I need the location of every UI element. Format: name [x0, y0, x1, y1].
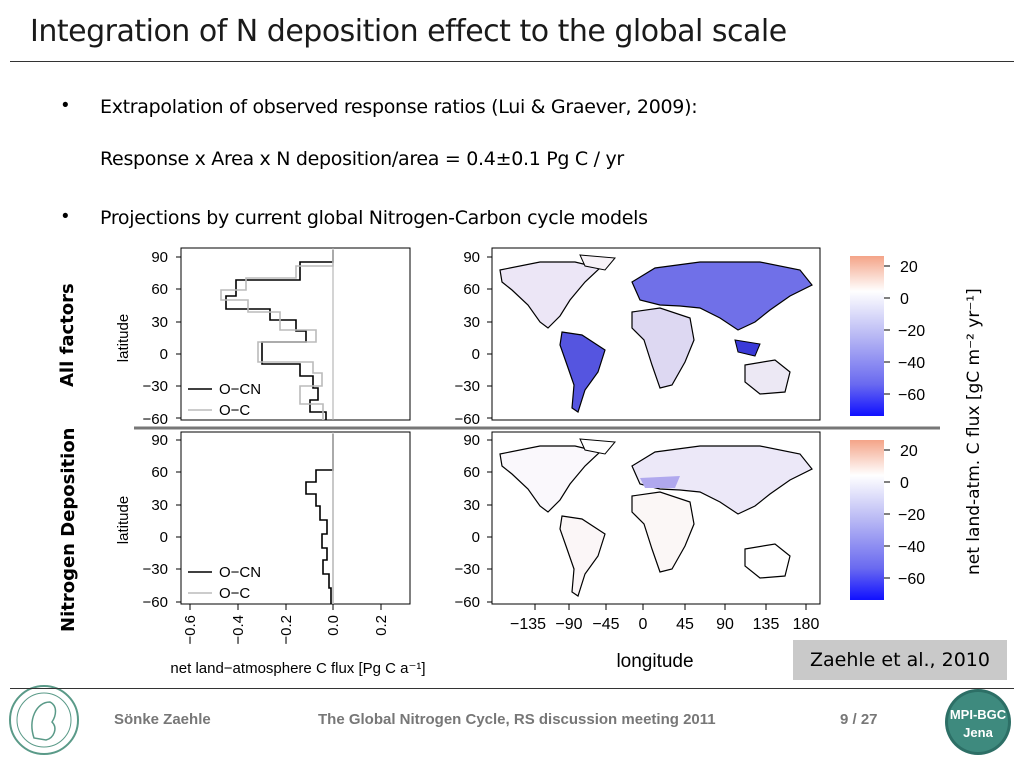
profile-xlabel: net land−atmosphere C flux [Pg C a⁻¹] [170, 660, 425, 677]
lon-tick-m45: −45 [592, 616, 619, 633]
slide-title: Integration of N deposition effect to th… [30, 14, 787, 49]
cbar-bot-m20: −20 [898, 507, 925, 524]
flux-tick-m04: −0.4 [230, 615, 247, 645]
footer-author: Sönke Zaehle [114, 711, 211, 728]
cbar-top-m20: −20 [898, 323, 925, 340]
flux-tick-0: 0.0 [325, 615, 342, 636]
profile-frame-bottom [180, 431, 411, 605]
oc-profile-top [220, 250, 334, 420]
profile-ylabel-top: latitude [115, 314, 132, 362]
map-lat-tick-top-60: 60 [463, 281, 480, 298]
map-xlabel: longitude [616, 651, 693, 672]
lat-tick-top-90: 90 [151, 249, 168, 266]
lon-tick-m135: −135 [510, 616, 546, 633]
profile-ylabel-bottom: latitude [115, 496, 132, 544]
cbar-top-0: 0 [900, 291, 909, 308]
map-lat-tick-bot-0: 0 [472, 529, 480, 546]
lat-tick-bot-m30: −30 [143, 561, 168, 578]
cbar-bot-20: 20 [900, 443, 918, 460]
title-divider [10, 61, 1014, 62]
map-lat-tick-top-m60: −60 [455, 411, 480, 428]
bullet-text-2: Projections by current global Nitrogen-C… [100, 207, 648, 229]
footer-page-number: 9 / 27 [840, 711, 878, 728]
mpi-bgc-logo-subtext: Jena [963, 725, 993, 740]
legend-oc-label-bottom: O−C [219, 585, 250, 602]
lat-tick-bot-60: 60 [151, 464, 168, 481]
lon-tick-m90: −90 [555, 616, 582, 633]
lat-tick-bot-90: 90 [151, 432, 168, 449]
lat-tick-bot-m60: −60 [143, 594, 168, 611]
profile-frame-top [180, 247, 411, 421]
cbar-bot-0: 0 [900, 475, 909, 492]
map-lat-tick-top-0: 0 [472, 346, 480, 363]
map-lat-tick-bot-30: 30 [463, 497, 480, 514]
map-lat-tick-top-90: 90 [463, 249, 480, 266]
mpi-bgc-logo: MPI-BGC Jena [945, 689, 1011, 755]
legend-ocn-label-bottom: O−CN [219, 564, 261, 581]
footer-event: The Global Nitrogen Cycle, RS discussion… [318, 711, 716, 728]
flux-tick-m06: −0.6 [182, 615, 199, 645]
citation-box: Zaehle et al., 2010 [793, 640, 1007, 680]
lon-tick-45: 45 [676, 616, 694, 633]
map-lat-tick-top-30: 30 [463, 314, 480, 331]
lat-tick-top-60: 60 [151, 281, 168, 298]
map-lat-tick-bot-m60: −60 [455, 594, 480, 611]
lat-tick-top-m30: −30 [143, 378, 168, 395]
cbar-top-20: 20 [900, 259, 918, 276]
lat-tick-top-0: 0 [160, 346, 168, 363]
footer-divider [10, 688, 1014, 689]
colorbar-bottom [850, 440, 884, 600]
ocn-profile-bottom [305, 434, 334, 604]
legend-ocn-label-top: O−CN [219, 381, 261, 398]
bullet-text-1: Extrapolation of observed response ratio… [100, 96, 698, 118]
flux-tick-02: 0.2 [373, 615, 390, 636]
lat-tick-bot-0: 0 [160, 529, 168, 546]
lon-tick-0: 0 [639, 616, 648, 633]
colorbar-top [850, 256, 884, 416]
bullet-marker-2: • [62, 206, 69, 227]
lon-tick-180: 180 [793, 616, 820, 633]
bullet-marker-1: • [62, 95, 69, 116]
cbar-bot-m40: −40 [898, 539, 925, 556]
cbar-bot-m60: −60 [898, 571, 925, 588]
map-lat-tick-bot-m30: −30 [455, 561, 480, 578]
mpi-bgc-logo-text: MPI-BGC [950, 707, 1007, 722]
map-lat-tick-bot-60: 60 [463, 464, 480, 481]
map-lat-tick-bot-90: 90 [463, 432, 480, 449]
lat-tick-top-m60: −60 [143, 411, 168, 428]
ocn-profile-top [225, 250, 334, 420]
lat-tick-top-30: 30 [151, 314, 168, 331]
cbar-top-m40: −40 [898, 355, 925, 372]
lon-tick-135: 135 [753, 616, 780, 633]
equation-text: Response x Area x N deposition/area = 0.… [100, 148, 624, 170]
mpg-minerva-logo [9, 685, 79, 755]
map-lat-tick-top-m30: −30 [455, 378, 480, 395]
legend-oc-label-top: O−C [219, 402, 250, 419]
world-map-all-factors [499, 254, 813, 413]
colorbar-unit-label: net land-atm. C flux [gC m⁻² yr⁻¹] [964, 288, 984, 575]
world-map-nitrogen-deposition [499, 438, 813, 597]
lon-tick-90: 90 [716, 616, 734, 633]
cbar-top-m60: −60 [898, 387, 925, 404]
flux-tick-m02: −0.2 [278, 615, 295, 645]
lat-tick-bot-30: 30 [151, 497, 168, 514]
